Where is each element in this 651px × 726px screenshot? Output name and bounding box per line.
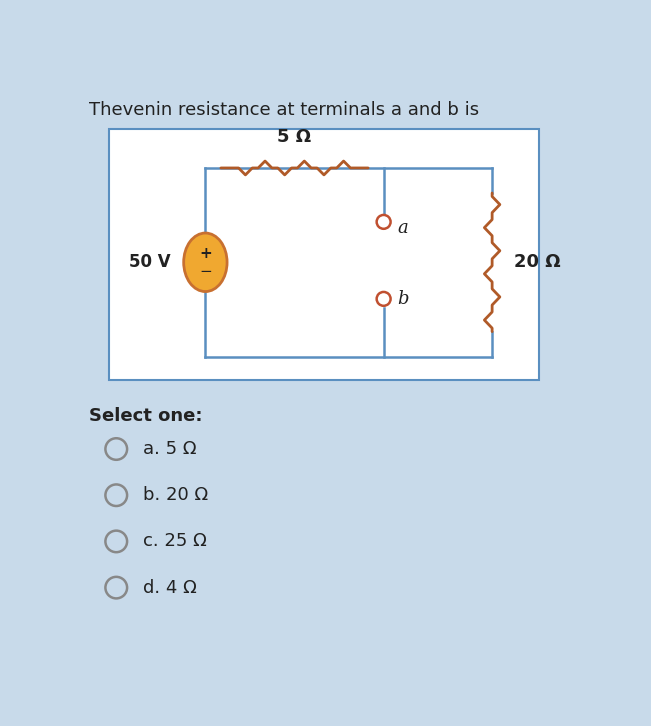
Text: 5 Ω: 5 Ω — [277, 129, 312, 147]
Text: Select one:: Select one: — [89, 407, 202, 425]
Bar — [109, 129, 538, 380]
Circle shape — [105, 439, 127, 460]
Text: d. 4 Ω: d. 4 Ω — [143, 579, 197, 597]
Text: c. 25 Ω: c. 25 Ω — [143, 532, 207, 550]
Circle shape — [377, 215, 391, 229]
Circle shape — [105, 484, 127, 506]
Circle shape — [377, 292, 391, 306]
Text: b. 20 Ω: b. 20 Ω — [143, 486, 208, 505]
Text: Thevenin resistance at terminals a and b is: Thevenin resistance at terminals a and b… — [89, 101, 479, 119]
Text: 50 V: 50 V — [129, 253, 171, 272]
Text: b: b — [398, 290, 409, 308]
Ellipse shape — [184, 233, 227, 292]
Text: a: a — [398, 219, 408, 237]
Circle shape — [105, 577, 127, 598]
Text: −: − — [199, 264, 212, 279]
Text: +: + — [199, 245, 212, 261]
Circle shape — [105, 531, 127, 552]
Text: 20 Ω: 20 Ω — [514, 253, 561, 272]
Text: a. 5 Ω: a. 5 Ω — [143, 440, 197, 458]
